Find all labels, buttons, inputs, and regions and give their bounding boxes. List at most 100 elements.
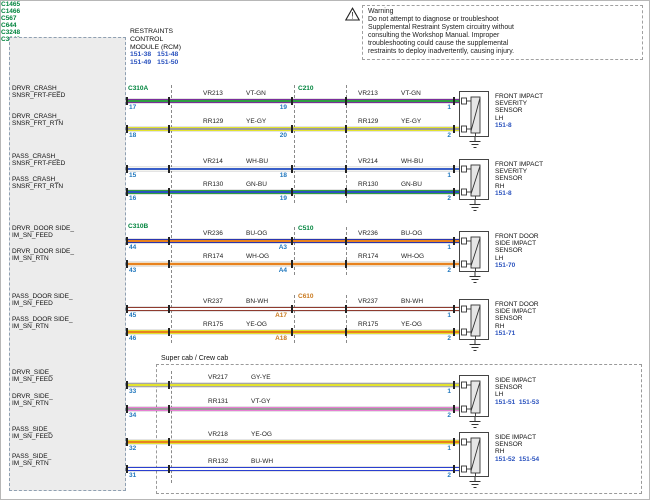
rcm-pin-number: 15 [129, 172, 137, 179]
connector-pin-tick [126, 165, 128, 173]
signal-label-line: SNSR_FRT-FEED [12, 92, 66, 99]
wire [126, 440, 459, 444]
rcm-page-ref: 151-38 [130, 51, 152, 59]
sensor-box [459, 432, 489, 477]
wire-id-label: RR174 [203, 253, 224, 260]
sensor-name-line: SEVERITY [495, 100, 528, 108]
signal-label-line: SNSR_FRT-FEED [12, 160, 66, 167]
sensor-page-ref: 151-70 [495, 261, 516, 269]
connector-pin-tick [126, 405, 128, 413]
signal-label-line: IM_SN_RTN [12, 460, 49, 467]
signal-label-line: PASS_DOOR SIDE_ [12, 316, 73, 323]
rcm-pin-number: 31 [129, 472, 137, 479]
sensor-symbol [461, 164, 481, 199]
connector-pin-tick [126, 465, 128, 473]
connector-pin-tick [168, 188, 170, 196]
connector-pin-tick [126, 97, 128, 105]
sensor-box [459, 159, 489, 200]
signal-label-line: DRVR_SIDE_ [12, 393, 53, 400]
connector-pin-tick [168, 165, 170, 173]
sensor-pin-number: 2 [447, 335, 451, 342]
sensor-page-ref: 151-52 151-54 [495, 455, 540, 463]
signal-label-line: DRVR_DOOR SIDE_ [12, 248, 75, 255]
connector-pin-tick [291, 260, 293, 268]
wire-id-label: VR214 [358, 158, 378, 165]
wire-id-label: RR130 [203, 181, 224, 188]
ground-icon [468, 137, 482, 150]
ground-icon [468, 417, 482, 430]
rcm-pin-number: 16 [129, 195, 137, 202]
sensor-side: LH [495, 254, 504, 262]
inline-pin-number: A4 [278, 267, 287, 274]
sensor-side: RH [495, 182, 505, 190]
connector-label-c210: C210 [298, 85, 314, 92]
super-cab-section-box [156, 364, 642, 494]
rcm-module-box [9, 37, 126, 491]
sensor-pin-number: 1 [447, 172, 451, 179]
rcm-pin-number: 17 [129, 104, 137, 111]
connector-pin-tick [168, 405, 170, 413]
sensor-pin-number: 2 [447, 267, 451, 274]
sensor-symbol [461, 236, 481, 271]
wire-color-label: BN-WH [401, 298, 424, 305]
connector-pin-tick [168, 381, 170, 389]
sensor-connector-label: C1466 [1, 8, 21, 15]
sensor-name: SIDE IMPACT SENSOR RH 151-52 151-54 [495, 434, 539, 463]
sensor-side: RH [495, 322, 505, 330]
wire-color-label: BN-WH [246, 298, 269, 305]
sensor-symbol [461, 304, 481, 339]
connector-pin-tick [126, 125, 128, 133]
sensor-side: LH [495, 391, 504, 399]
sensor-symbol [461, 380, 481, 416]
rcm-pin-number: 46 [129, 335, 137, 342]
connector-label-c310b: C310B [128, 223, 149, 230]
wire-color-label: GN-BU [401, 181, 422, 188]
warning-triangle-icon: ! [345, 7, 360, 21]
sensor-box [459, 231, 489, 272]
connector-pin-tick [453, 260, 455, 268]
connector-pin-tick [345, 328, 347, 336]
connector-pin-tick [126, 188, 128, 196]
connector-pin-tick [126, 438, 128, 446]
sensor-pin-number: 2 [447, 412, 451, 419]
rcm-page-ref: 151-48 [157, 51, 179, 59]
sensor-name-line: SIDE IMPACT [495, 434, 537, 441]
wire-color-label: WH-BU [401, 158, 424, 165]
rcm-page-ref: 151-50 [157, 59, 179, 67]
wire-id-label: VR236 [358, 230, 378, 237]
connector-pin-tick [291, 305, 293, 313]
sensor-pin-number: 2 [447, 472, 451, 479]
sensor-pin-number: 1 [447, 445, 451, 452]
wire-id-label: RR175 [203, 321, 224, 328]
connector-pin-tick [126, 305, 128, 313]
sensor-name-line: FRONT IMPACT [495, 161, 544, 168]
signal-label-line: DRVR_CRASH_ [12, 85, 61, 92]
wire-id-label: VR237 [203, 298, 223, 305]
warning-title: Warning [368, 8, 394, 15]
connector-pin-tick [345, 188, 347, 196]
signal-label-line: IM_SN_FEED [12, 376, 53, 383]
signal-label-line: IM_SN_RTN [12, 255, 49, 262]
signal-label-line: IM_SN_RTN [12, 400, 49, 407]
sensor-name: SIDE IMPACT SENSOR LH 151-51 151-53 [495, 377, 539, 406]
wire-id-label: RR130 [358, 181, 379, 188]
wire-color-label: BU-WH [251, 458, 274, 465]
sensor-name: FRONT DOOR SIDE IMPACT SENSOR RH 151-71 [495, 301, 539, 337]
wire [126, 467, 459, 471]
inline-connector-c210-line [294, 85, 295, 203]
wire-id-label: RR132 [208, 458, 229, 465]
wire-color-label: BU-OG [401, 230, 423, 237]
sensor-name-line: SENSOR [495, 315, 523, 323]
ground-icon [468, 200, 482, 213]
inline-pin-number: 19 [279, 104, 287, 111]
super-cab-section-label: Super cab / Crew cab [159, 355, 231, 362]
rcm-name-line: MODULE (RCM) [130, 43, 181, 51]
wire-color-label: GN-BU [246, 181, 267, 188]
sensor-side: LH [495, 114, 504, 122]
rcm-name-line: RESTRAINTS [130, 28, 174, 35]
connector-pin-tick [168, 438, 170, 446]
sensor-name-line: SENSOR [495, 175, 523, 183]
wire-id-label: VR213 [358, 90, 378, 97]
inline-connector-c510-line [294, 227, 295, 275]
